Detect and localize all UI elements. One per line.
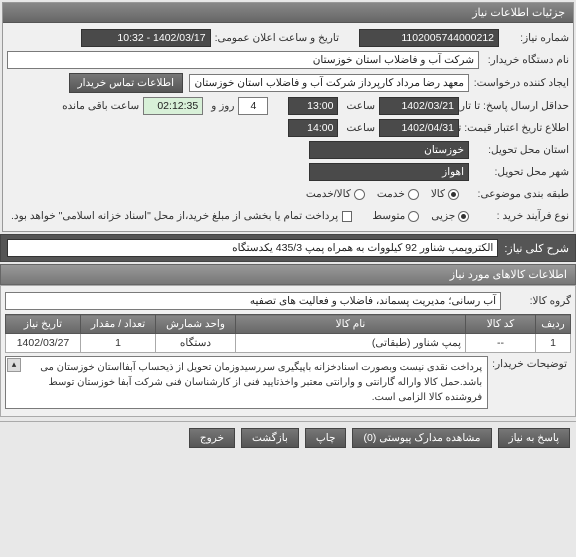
notes-label: توضیحات خریدار: xyxy=(488,356,571,409)
td-unit: دستگاه xyxy=(156,334,236,353)
scroll-up-icon[interactable]: ▴ xyxy=(7,358,21,372)
validity-time: 14:00 xyxy=(288,119,338,137)
summary-bar: شرح کلی نیاز: الکتروپمپ شناور 92 کیلووات… xyxy=(0,234,576,262)
time-label-2: ساعت xyxy=(342,122,375,134)
th-date: تاریخ نیاز xyxy=(6,315,81,334)
table-header-row: ردیف کد کالا نام کالا واحد شمارش تعداد /… xyxy=(6,315,571,334)
print-button[interactable]: چاپ xyxy=(305,428,347,448)
goods-section-header: اطلاعات کالاهای مورد نیاز xyxy=(0,264,576,285)
process-label: نوع فرآیند خرید : xyxy=(469,210,569,222)
goods-table: ردیف کد کالا نام کالا واحد شمارش تعداد /… xyxy=(5,314,571,353)
buyer-field: شرکت آب و فاضلاب استان خوزستان xyxy=(7,51,479,69)
remaining-time: 02:12:35 xyxy=(143,97,203,115)
respond-button[interactable]: پاسخ به نیاز xyxy=(498,428,570,448)
th-code: کد کالا xyxy=(466,315,536,334)
requester-label: ایجاد کننده درخواست: xyxy=(469,77,569,89)
process-radio-group: جزیی متوسط xyxy=(372,210,469,222)
back-button[interactable]: بازگشت xyxy=(241,428,299,448)
province-field: خوزستان xyxy=(309,141,469,159)
footer-toolbar: پاسخ به نیاز مشاهده مدارک پیوستی (0) چاپ… xyxy=(0,421,576,454)
category-label: طبقه بندی موضوعی: xyxy=(459,188,569,200)
remaining-label: ساعت باقی مانده xyxy=(58,100,139,112)
exit-button[interactable]: خروج xyxy=(189,428,235,448)
th-index: ردیف xyxy=(536,315,571,334)
summary-label: شرح کلی نیاز: xyxy=(504,242,569,255)
announce-label: تاریخ و ساعت اعلان عمومی: xyxy=(211,32,339,44)
proc-partial-radio[interactable]: جزیی xyxy=(431,210,469,222)
summary-field: الکتروپمپ شناور 92 کیلووات به همراه پمپ … xyxy=(7,239,498,257)
deadline-days: 4 xyxy=(238,97,268,115)
city-field: اهواز xyxy=(309,163,469,181)
attachments-button[interactable]: مشاهده مدارک پیوستی (0) xyxy=(352,428,491,448)
radio-icon xyxy=(354,189,365,200)
need-no-label: شماره نیاز: xyxy=(499,32,569,44)
th-name: نام کالا xyxy=(236,315,466,334)
radio-icon xyxy=(408,211,419,222)
radio-icon xyxy=(408,189,419,200)
need-no-field: 1102005744000212 xyxy=(359,29,499,47)
table-row[interactable]: 1 -- پمپ شناور (طبقاتی) دستگاه 1 1402/03… xyxy=(6,334,571,353)
requester-field: معهد رضا مرداد کارپرداز شرکت آب و فاضلاب… xyxy=(189,74,469,92)
validity-date: 1402/04/31 xyxy=(379,119,459,137)
goods-group-label: گروه کالا: xyxy=(501,295,571,307)
proc-medium-radio[interactable]: متوسط xyxy=(372,210,419,222)
form-body: شماره نیاز: 1102005744000212 تاریخ و ساع… xyxy=(3,23,573,231)
notes-box: پرداخت نقدی نیست وبصورت اسنادخزانه باپیگ… xyxy=(5,356,488,409)
notes-text: پرداخت نقدی نیست وبصورت اسنادخزانه باپیگ… xyxy=(40,362,482,403)
cat-goods-radio[interactable]: کالا xyxy=(431,188,459,200)
td-date: 1402/03/27 xyxy=(6,334,81,353)
payment-note: پرداخت تمام یا بخشی از مبلغ خرید،از محل … xyxy=(7,210,338,222)
th-unit: واحد شمارش xyxy=(156,315,236,334)
deadline-label: حداقل ارسال پاسخ: تا تاریخ: xyxy=(459,100,569,112)
panel-title: جزئیات اطلاعات نیاز xyxy=(3,3,573,23)
deadline-date: 1402/03/21 xyxy=(379,97,459,115)
th-qty: تعداد / مقدار xyxy=(81,315,156,334)
td-qty: 1 xyxy=(81,334,156,353)
payment-checkbox[interactable] xyxy=(342,211,352,222)
buyer-label: نام دستگاه خریدار: xyxy=(479,54,569,66)
city-label: شهر محل تحویل: xyxy=(469,166,569,178)
goods-group-field: آب رسانی؛ مدیریت پسماند، فاضلاب و فعالیت… xyxy=(5,292,501,310)
province-label: استان محل تحویل: xyxy=(469,144,569,156)
td-code: -- xyxy=(466,334,536,353)
main-panel: جزئیات اطلاعات نیاز شماره نیاز: 11020057… xyxy=(2,2,574,232)
radio-icon xyxy=(448,189,459,200)
day-label: روز و xyxy=(207,100,234,112)
time-label-1: ساعت xyxy=(342,100,375,112)
validity-label: اطلاع تاریخ اعتبار قیمت: تا تاریخ: xyxy=(459,122,569,134)
cat-service-radio[interactable]: خدمت xyxy=(377,188,419,200)
radio-icon xyxy=(458,211,469,222)
deadline-time: 13:00 xyxy=(288,97,338,115)
contact-button[interactable]: اطلاعات تماس خریدار xyxy=(69,73,183,93)
cat-both-radio[interactable]: کالا/خدمت xyxy=(306,188,365,200)
category-radio-group: کالا خدمت کالا/خدمت xyxy=(306,188,459,200)
announce-field: 1402/03/17 - 10:32 xyxy=(81,29,211,47)
td-index: 1 xyxy=(536,334,571,353)
td-name: پمپ شناور (طبقاتی) xyxy=(236,334,466,353)
